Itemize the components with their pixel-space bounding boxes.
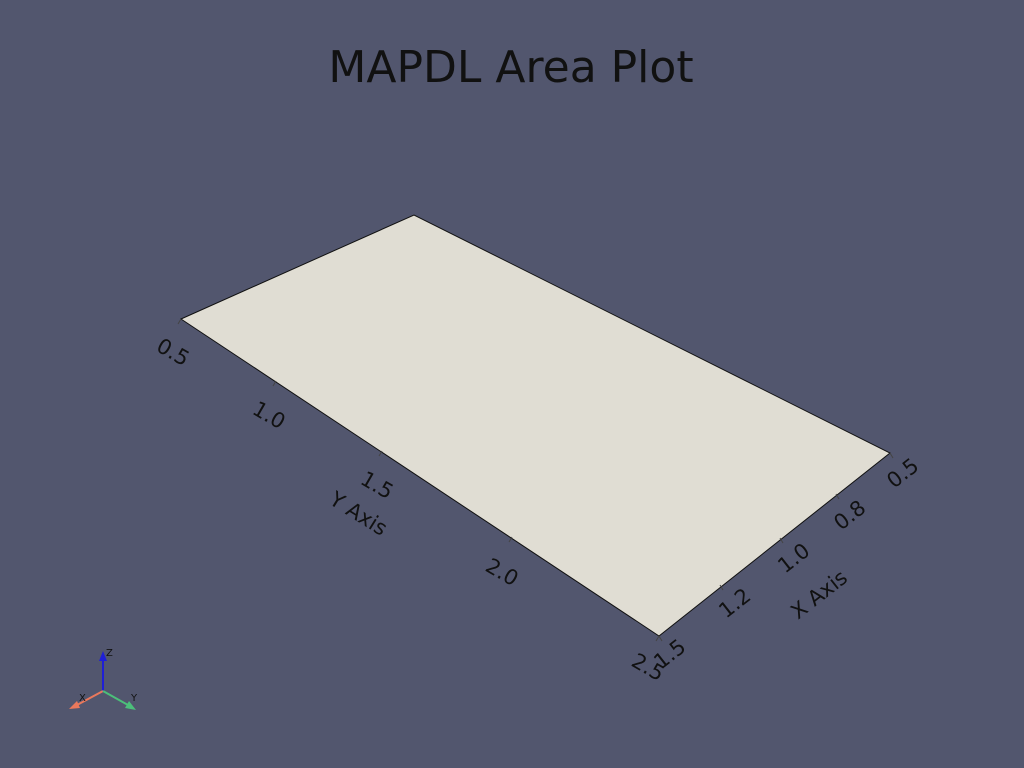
y-tick-mark [655,635,660,642]
y-tick-label: 1.5 [357,467,398,504]
triad-x-label: X [79,693,86,704]
x-tick-mark [835,493,840,500]
triad-z-label: Z [106,648,113,659]
x-tick-mark [719,584,724,591]
y-tick-label: 1.0 [249,397,290,434]
y-tick-label: 0.5 [153,334,194,371]
triad-y-arrowhead [125,701,136,710]
triad-y-label: Y [130,693,138,704]
y-axis-ticks [177,318,660,642]
x-axis-title: X Axis [786,565,852,624]
orientation-triad: Z X Y [69,648,138,710]
x-tick-label: 1.0 [773,538,814,577]
x-tick-label: 0.8 [829,495,870,534]
x-tick-mark [658,635,663,642]
plot-title: MAPDL Area Plot [328,42,693,93]
triad-x-axis [76,690,104,706]
x-tick-label: 0.5 [882,453,923,492]
x-tick-mark [889,452,894,459]
x-tick-label: 1.2 [714,583,755,622]
x-axis-ticks [658,452,894,642]
y-tick-mark [508,536,513,543]
triad-x-arrowhead [69,701,80,709]
y-tick-mark [378,450,383,457]
y-tick-mark [177,318,182,325]
triad-y-axis [102,690,129,706]
y-tick-mark [272,380,277,387]
x-tick-mark [779,537,784,544]
triad-z-arrowhead [99,651,107,661]
y-tick-label: 2.0 [482,554,523,591]
